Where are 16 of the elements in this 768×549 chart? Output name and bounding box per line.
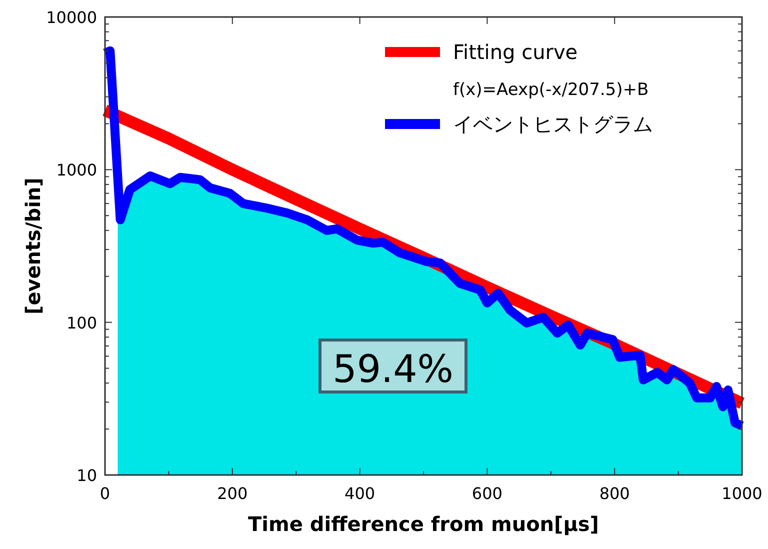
y-tick-label: 10 [76, 466, 97, 485]
x-axis-title: Time difference from muon[μs] [248, 512, 599, 536]
x-tick-label: 0 [100, 484, 110, 503]
x-tick-label: 1000 [722, 484, 762, 503]
y-tick-label: 100 [66, 313, 97, 332]
y-tick-label: 10000 [46, 8, 97, 27]
x-tick-label: 200 [217, 484, 248, 503]
annotation: f(x)=Aexp(-x/207.5)+B [453, 80, 649, 100]
annotation: 59.4% [332, 347, 454, 391]
x-tick-label: 600 [472, 484, 502, 503]
y-axis-title: [events/bin] [21, 178, 45, 314]
x-tick-label: 400 [344, 484, 376, 503]
legend-label: Fitting curve [453, 40, 578, 64]
y-tick-label: 1000 [56, 160, 97, 180]
x-tick-label: 800 [599, 484, 630, 503]
legend-label: イベントヒストグラム [453, 112, 653, 136]
